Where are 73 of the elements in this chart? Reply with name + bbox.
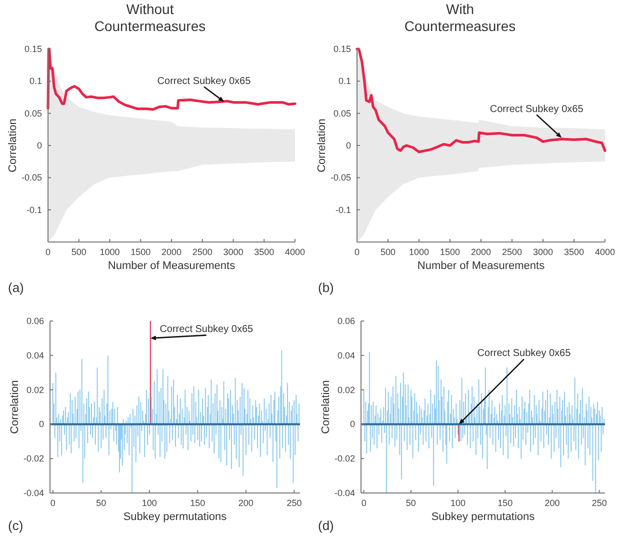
x-tick-label: 250 — [592, 498, 607, 508]
x-tick-label: 100 — [142, 498, 157, 508]
x-tick-label: 250 — [286, 498, 302, 508]
y-tick-label: 0.06 — [337, 316, 355, 326]
y-tick-label: -0.04 — [23, 488, 44, 498]
annotation: Correct Subkey 0x65 — [490, 104, 584, 115]
chart-title: Without Countermeasures — [94, 1, 206, 34]
x-tick-label: 2000 — [470, 247, 492, 257]
x-tick-label: 2500 — [192, 247, 212, 257]
y-tick-label: 0.05 — [333, 108, 351, 118]
x-axis-title: Subkey permutations — [431, 511, 536, 523]
y-tick-label: -0.1 — [335, 204, 351, 215]
y-axis-title: Correlation — [9, 380, 21, 434]
x-tick-label: 0 — [50, 498, 56, 508]
y-tick-label: -0.05 — [21, 172, 42, 183]
x-tick-label: 2000 — [161, 247, 182, 257]
annotation: Correct Subkey 0x65 — [157, 76, 252, 87]
text: (d) — [318, 518, 334, 533]
annotation: Correct Subkey 0x65 — [477, 348, 572, 360]
y-tick-label: -0.02 — [334, 454, 355, 464]
y-tick-label: 0.05 — [24, 108, 42, 118]
y-tick-label: 0 — [36, 140, 42, 150]
y-tick-label: 0.1 — [29, 76, 42, 86]
y-tick-label: 0.15 — [24, 44, 42, 54]
y-tick-label: 0.02 — [337, 384, 355, 395]
y-tick-label: 0.04 — [337, 350, 355, 360]
x-tick-label: 150 — [498, 498, 513, 508]
x-tick-label: 3500 — [564, 247, 584, 257]
x-tick-label: 1000 — [408, 247, 430, 257]
y-axis-title: Correlation — [316, 118, 328, 172]
x-tick-label: 3000 — [532, 247, 554, 257]
line-series — [46, 48, 296, 111]
x-axis-title: Number of Measurements — [417, 260, 546, 272]
x-tick-label: 3500 — [254, 247, 274, 257]
y-tick-label: 0 — [350, 419, 355, 430]
y-axis-title: Correlation — [7, 118, 19, 172]
x-tick-label: 150 — [190, 498, 206, 508]
x-tick-label: 1000 — [100, 247, 120, 257]
x-tick-label: 500 — [380, 247, 396, 257]
y-tick-label: 0 — [346, 140, 351, 150]
x-tick-label: 50 — [406, 498, 416, 508]
x-tick-label: 200 — [544, 498, 560, 508]
y-tick-label: -0.02 — [23, 454, 44, 464]
y-tick-label: 0.15 — [333, 44, 351, 54]
x-tick-label: 4000 — [594, 247, 616, 257]
y-tick-label: 0.02 — [26, 384, 44, 395]
x-tick-label: 50 — [96, 498, 106, 508]
x-tick-label: 500 — [71, 247, 86, 257]
y-axis-title: Correlation — [320, 380, 332, 434]
x-axis-title: Subkey permutations — [123, 511, 228, 523]
x-tick-label: 200 — [238, 498, 254, 508]
text: (b) — [318, 280, 334, 295]
x-tick-label: 2500 — [502, 247, 522, 257]
y-tick-label: 0.1 — [338, 76, 351, 86]
x-tick-label: 4000 — [284, 247, 306, 257]
x-tick-label: 3000 — [223, 247, 244, 257]
y-tick-label: 0.04 — [26, 350, 44, 360]
x-tick-label: 0 — [361, 498, 366, 508]
y-tick-label: -0.04 — [334, 488, 355, 498]
y-tick-label: 0.06 — [26, 316, 44, 326]
x-tick-label: 100 — [450, 498, 466, 508]
chart-title: With Countermeasures — [404, 1, 516, 34]
text: (a) — [8, 280, 24, 295]
x-tick-label: 0 — [45, 247, 51, 257]
text: (c) — [8, 518, 24, 533]
annotation: Correct Subkey 0x65 — [160, 324, 254, 336]
y-tick-label: 0 — [38, 419, 44, 430]
x-axis-title: Number of Measurements — [108, 260, 236, 272]
y-tick-label: -0.05 — [330, 172, 351, 183]
x-tick-label: 1500 — [440, 247, 460, 257]
line-series — [356, 48, 606, 154]
x-tick-label: 1500 — [130, 247, 151, 257]
y-tick-label: -0.1 — [26, 204, 42, 215]
